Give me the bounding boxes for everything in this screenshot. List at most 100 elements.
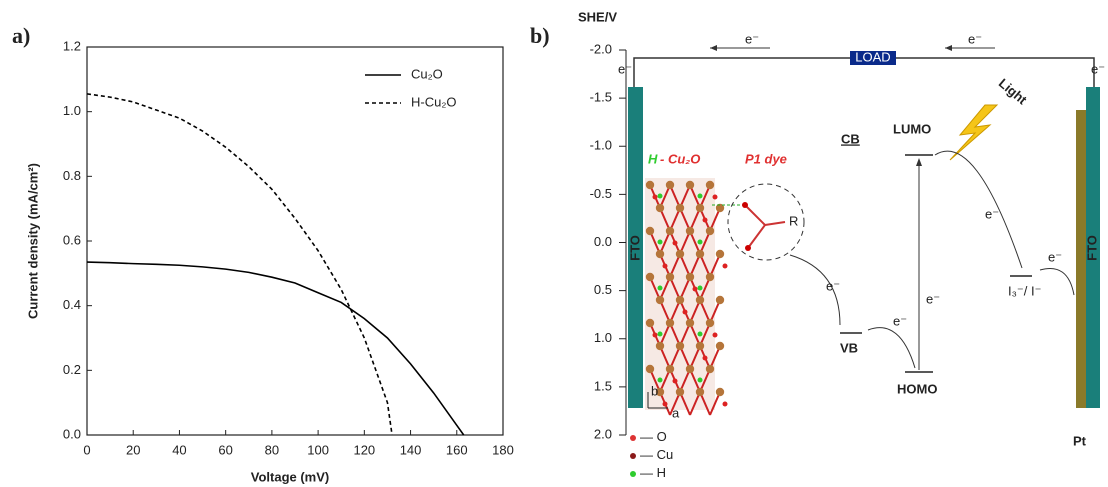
y-tick-label: 0.2 xyxy=(63,362,81,377)
o-atom xyxy=(662,401,668,407)
cu-atom xyxy=(675,387,685,397)
cu-atom xyxy=(665,180,675,190)
redox-label: I₃⁻/ I⁻ xyxy=(1008,283,1041,298)
electron-label: e⁻ xyxy=(826,278,840,293)
o-atom xyxy=(702,217,708,223)
axis-label: SHE/V xyxy=(578,9,617,24)
atom-label: Cu xyxy=(657,447,674,462)
o-atom xyxy=(692,286,698,292)
y-axis-label: Current density (mA/cm²) xyxy=(25,163,40,319)
cu-atom xyxy=(645,318,655,328)
x-tick-label: 0 xyxy=(83,442,90,457)
electron-label: e⁻ xyxy=(1091,61,1105,76)
x-tick-label: 140 xyxy=(400,442,422,457)
lightning xyxy=(949,104,999,161)
arrow-head xyxy=(945,45,952,51)
dye-bond xyxy=(764,221,786,226)
cu-atom xyxy=(665,364,675,374)
x-tick-label: 40 xyxy=(172,442,186,457)
cu-atom xyxy=(695,387,705,397)
cu-atom xyxy=(665,318,675,328)
o-atom xyxy=(702,355,708,361)
cu-atom xyxy=(685,364,695,374)
cu-atom xyxy=(685,272,695,282)
axis-tick-label: 2.0 xyxy=(594,426,612,441)
o-atom xyxy=(712,194,718,200)
cu-atom xyxy=(675,249,685,259)
cu-atom xyxy=(705,226,715,236)
atom xyxy=(742,202,748,208)
h-atom xyxy=(657,193,663,199)
cu-atom xyxy=(645,226,655,236)
y-tick-label: 1.0 xyxy=(63,103,81,118)
cu-atom xyxy=(705,180,715,190)
axis-tick-label: -2.0 xyxy=(590,41,612,56)
electron-label: e⁻ xyxy=(968,31,982,46)
cu-atom xyxy=(675,203,685,213)
y-tick-label: 0.6 xyxy=(63,232,81,247)
semiconductor-prefix: H xyxy=(648,151,658,166)
h-atom xyxy=(657,331,663,337)
cu-atom xyxy=(695,249,705,259)
legend-marker xyxy=(630,453,636,459)
arrow xyxy=(1039,268,1075,296)
axis-tick-label: -1.0 xyxy=(590,138,612,153)
arrow xyxy=(934,150,1023,269)
axis-tick-label: -1.5 xyxy=(590,90,612,105)
h-atom xyxy=(657,285,663,291)
atom-legend: — H xyxy=(640,465,666,480)
cu-atom xyxy=(695,203,705,213)
cu-atom xyxy=(655,249,665,259)
cu-atom xyxy=(645,364,655,374)
h-atom xyxy=(657,377,663,383)
pt-electrode xyxy=(1076,110,1086,408)
cu-atom xyxy=(655,295,665,305)
o-atom xyxy=(712,332,718,338)
x-tick-label: 180 xyxy=(492,442,514,457)
lattice-axis-label: b xyxy=(651,383,658,398)
dye-circle xyxy=(727,183,805,261)
dye-label: P1 dye xyxy=(745,151,787,166)
x-tick-label: 160 xyxy=(446,442,468,457)
dye-bond xyxy=(744,204,767,249)
fto-right xyxy=(1086,87,1100,408)
o-atom xyxy=(652,332,658,338)
cu-atom xyxy=(655,203,665,213)
light-label: Light xyxy=(996,75,1030,107)
x-tick-label: 20 xyxy=(126,442,140,457)
axis-tick-label: 1.5 xyxy=(594,378,612,393)
cu-atom xyxy=(655,387,665,397)
x-tick-label: 100 xyxy=(307,442,329,457)
cu-atom xyxy=(695,295,705,305)
h-atom xyxy=(657,239,663,245)
cu-atom xyxy=(665,272,675,282)
h-atom xyxy=(697,193,703,199)
cu-atom xyxy=(645,272,655,282)
cu-atom xyxy=(715,249,725,259)
h-atom xyxy=(697,285,703,291)
arrow-head xyxy=(916,158,922,166)
electron-label: e⁻ xyxy=(618,61,632,76)
lumo-label: LUMO xyxy=(893,121,931,136)
lattice-axis-label: a xyxy=(672,405,680,420)
legend-label: H-Cu₂O xyxy=(411,94,457,109)
electron-label: e⁻ xyxy=(893,313,907,328)
cu-atom xyxy=(715,387,725,397)
cu-atom xyxy=(685,318,695,328)
lattice-bg xyxy=(645,178,715,410)
y-tick-label: 1.2 xyxy=(63,38,81,53)
o-atom xyxy=(652,194,658,200)
y-tick-label: 0.8 xyxy=(63,168,81,183)
arrow xyxy=(789,254,841,326)
axis-tick-label: 1.0 xyxy=(594,330,612,345)
cu-atom xyxy=(665,226,675,236)
cu-atom xyxy=(715,341,725,351)
atom xyxy=(745,245,751,251)
atom-legend: — Cu xyxy=(640,447,673,462)
panel-label: b) xyxy=(530,23,550,48)
cu-atom xyxy=(655,341,665,351)
o-atom xyxy=(672,378,678,384)
cu-atom xyxy=(645,180,655,190)
cu-atom xyxy=(705,318,715,328)
